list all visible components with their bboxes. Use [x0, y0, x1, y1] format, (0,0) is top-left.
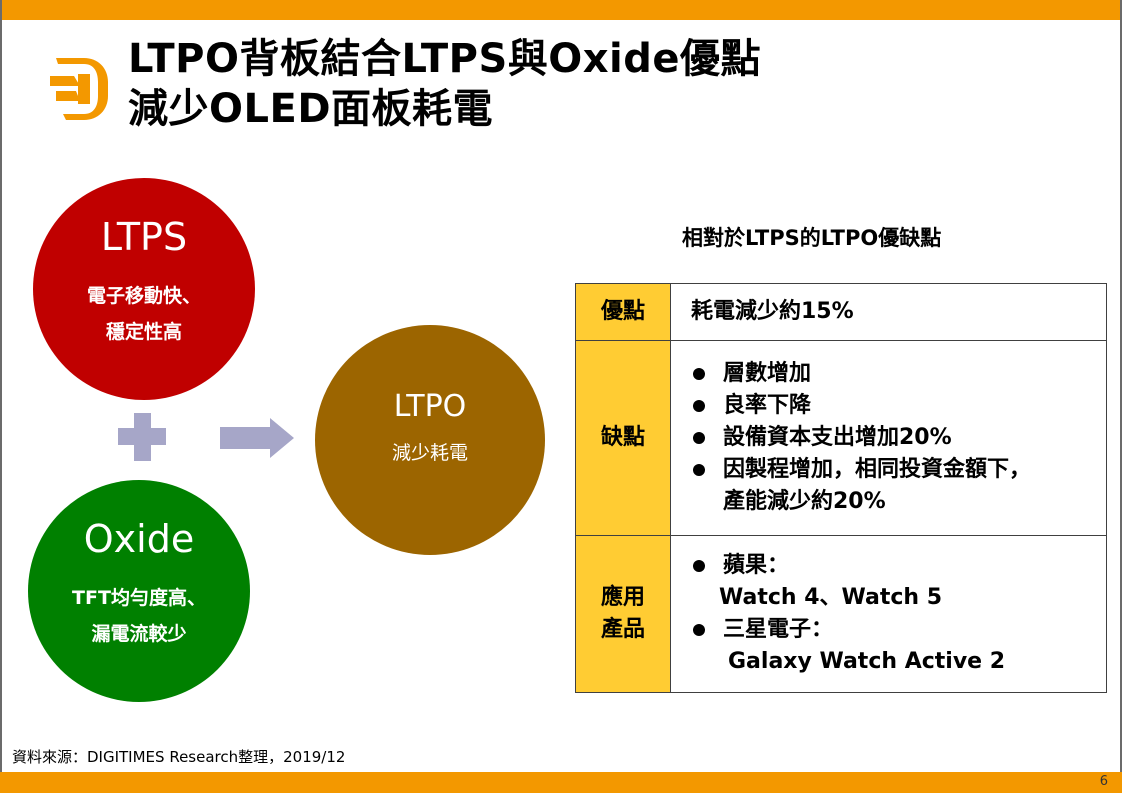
ltpo-name: LTPO [393, 389, 467, 424]
table-row-advantages: 優點 耗電減少約15% [575, 283, 1107, 341]
list-item-text-continued: Galaxy Watch Active 2 [728, 649, 1006, 674]
table-title: 相對於LTPS的LTPO優缺點 [682, 226, 942, 250]
list-item: 設備資本支出增加20% [691, 422, 1105, 454]
slide-border-right [1120, 0, 1122, 793]
arrow-right-icon [220, 418, 294, 458]
applications-list: 蘋果： Watch 4、Watch 5 三星電子： Galaxy Watch A… [691, 550, 1105, 678]
bottom-accent-bar [0, 772, 1122, 793]
disadvantages-list: 層數增加 良率下降 設備資本支出增加20% 因製程增加，相同投資金額下， 產能減… [691, 358, 1105, 518]
row-label-applications: 應用 產品 [575, 535, 671, 693]
list-item-text-continued: 產能減少約20% [723, 489, 886, 514]
title-line-1: LTPO背板結合LTPS與Oxide優點 [128, 36, 762, 82]
slide-title: LTPO背板結合LTPS與Oxide優點 減少OLED面板耗電 [128, 34, 761, 134]
list-item: 因製程增加，相同投資金額下， 產能減少約20% [691, 454, 1105, 518]
top-accent-bar [0, 0, 1122, 20]
oxide-desc-line-2: 漏電流較少 [91, 623, 187, 645]
digitimes-logo-icon [50, 58, 108, 120]
plus-icon [118, 413, 166, 461]
ltps-desc-line-1: 電子移動快、 [86, 285, 201, 307]
ltpo-description: 減少耗電 [391, 442, 468, 464]
disadvantages-content: 層數增加 良率下降 設備資本支出增加20% 因製程增加，相同投資金額下， 產能減… [670, 340, 1107, 536]
ltps-description: 電子移動快、 穩定性高 [87, 278, 201, 350]
list-item-text: 設備資本支出增加20% [723, 425, 952, 450]
list-item-text: 三星電子： [723, 617, 834, 642]
row-label-advantages: 優點 [575, 283, 671, 341]
list-item: 蘋果： Watch 4、Watch 5 [691, 550, 1105, 614]
list-item-text: 蘋果： [723, 553, 790, 578]
ltpo-circle: LTPO 減少耗電 [315, 325, 545, 555]
oxide-name: Oxide [83, 517, 195, 561]
page-number: 6 [1099, 774, 1108, 789]
list-item-text: 因製程增加，相同投資金額下， [723, 457, 1032, 482]
plus-vertical-bar [134, 413, 151, 461]
ltps-name: LTPS [100, 215, 188, 259]
oxide-circle: Oxide TFT均勻度高、 漏電流較少 [28, 480, 250, 702]
list-item: 良率下降 [691, 390, 1105, 422]
list-item-text-continued: Watch 4、Watch 5 [719, 585, 943, 610]
title-line-2: 減少OLED面板耗電 [128, 86, 494, 132]
slide-border-left [0, 0, 2, 793]
list-item-text: 良率下降 [723, 393, 812, 418]
list-item-text: 層數增加 [723, 361, 812, 386]
ltps-circle: LTPS 電子移動快、 穩定性高 [33, 178, 255, 400]
advantages-content: 耗電減少約15% [670, 283, 1107, 341]
list-item: 三星電子： Galaxy Watch Active 2 [691, 614, 1105, 678]
source-note: 資料來源：DIGITIMES Research整理，2019/12 [12, 748, 346, 766]
row-label-disadvantages: 缺點 [575, 340, 671, 536]
table-row-applications: 應用 產品 蘋果： Watch 4、Watch 5 三星電子： Galaxy W… [575, 535, 1107, 693]
table-row-disadvantages: 缺點 層數增加 良率下降 設備資本支出增加20% 因製程增加，相同投資金額下， … [575, 340, 1107, 536]
applications-content: 蘋果： Watch 4、Watch 5 三星電子： Galaxy Watch A… [670, 535, 1107, 693]
list-item: 層數增加 [691, 358, 1105, 390]
oxide-description: TFT均勻度高、 漏電流較少 [72, 580, 206, 652]
label-line-2: 產品 [600, 617, 645, 642]
comparison-table: 優點 耗電減少約15% 缺點 層數增加 良率下降 設備資本支出增加20% 因製程… [575, 283, 1107, 693]
oxide-desc-line-1: TFT均勻度高、 [72, 587, 206, 609]
ltps-desc-line-2: 穩定性高 [105, 321, 182, 343]
label-line-1: 應用 [600, 585, 645, 610]
